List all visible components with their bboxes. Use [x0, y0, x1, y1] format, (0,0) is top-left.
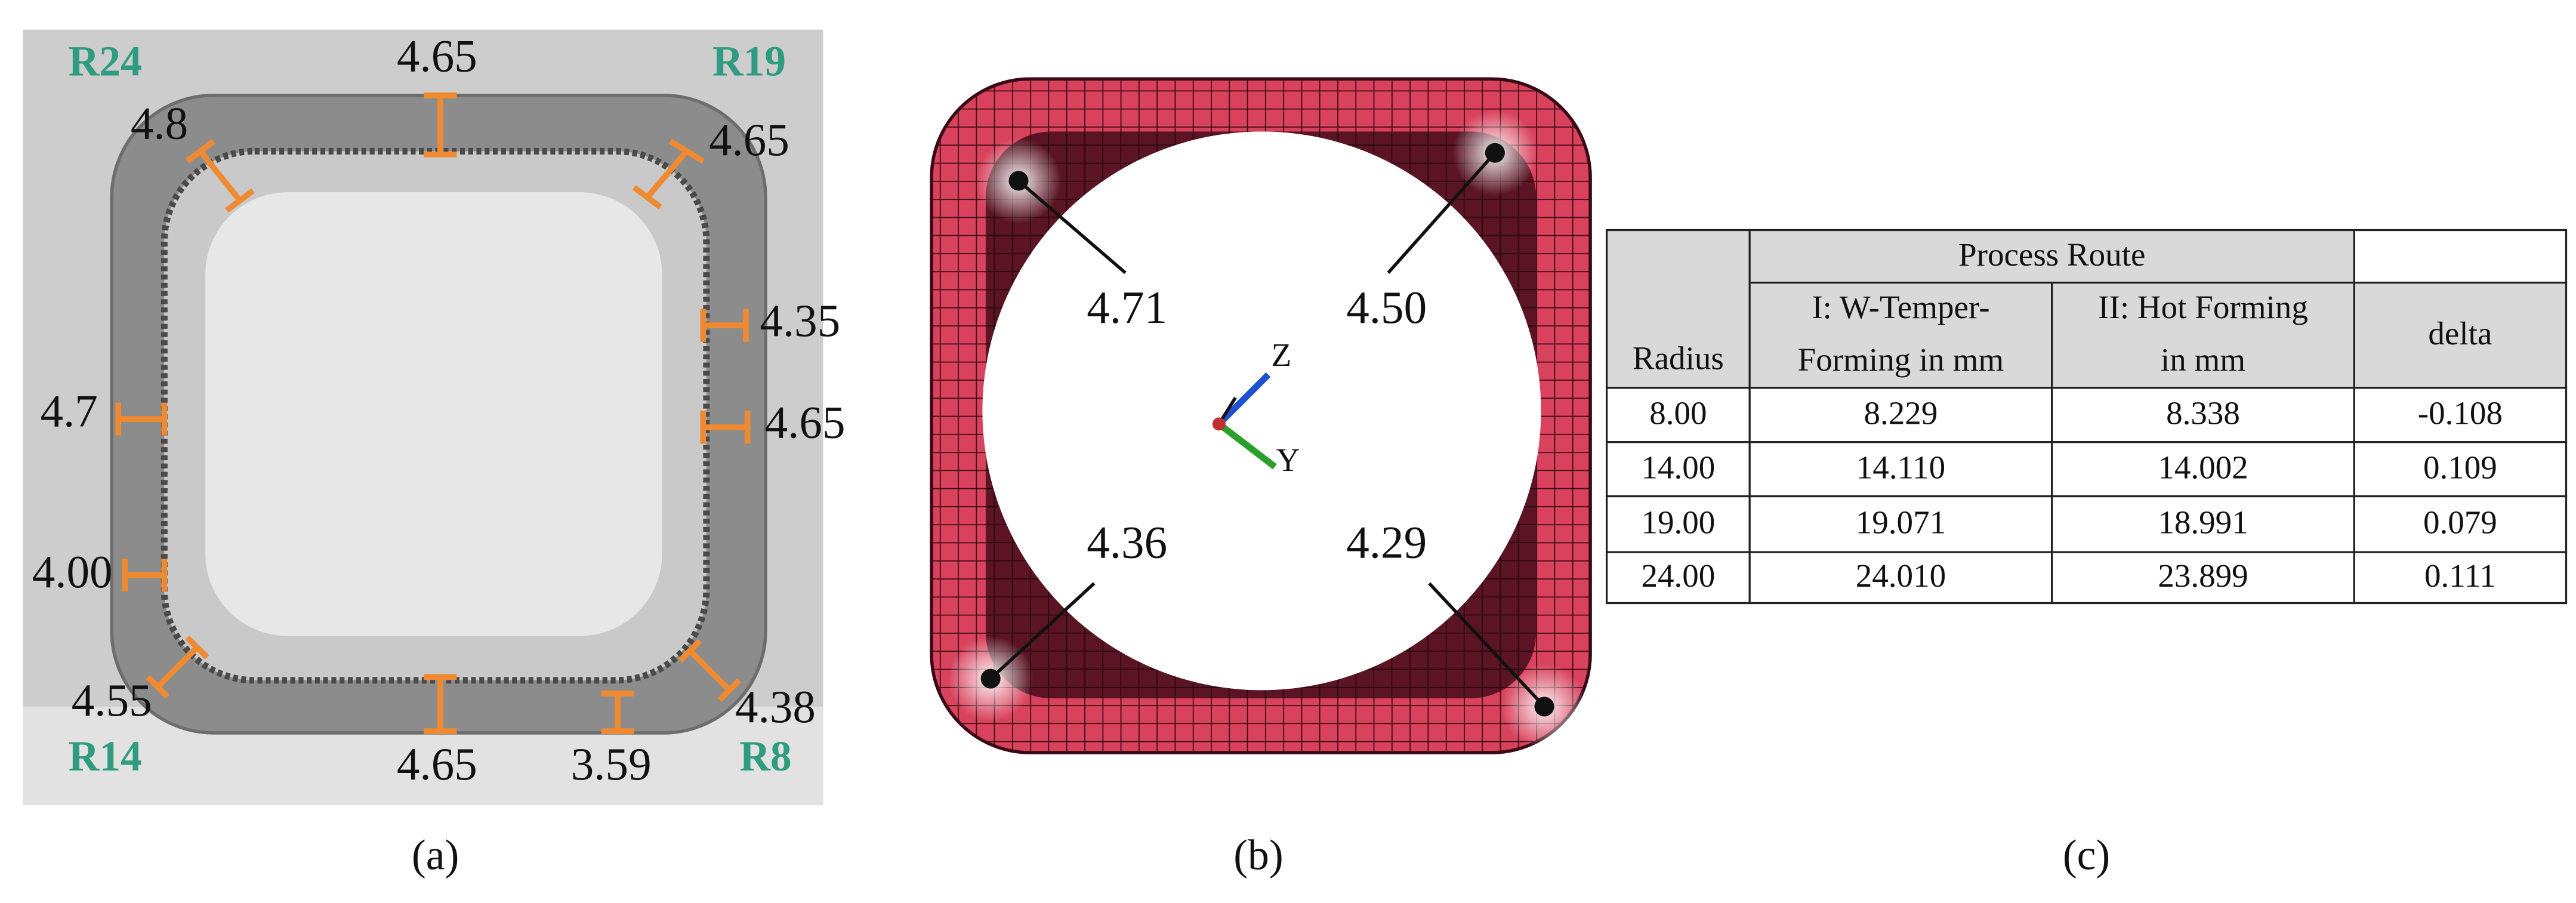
- caption: (c): [2063, 831, 2110, 879]
- cell-text: 0.079: [2423, 504, 2497, 541]
- thickness-label: 4.35: [760, 295, 840, 346]
- radius-label: R24: [69, 38, 142, 85]
- thickness-label: 4.29: [1346, 517, 1427, 568]
- caption: (a): [412, 831, 459, 879]
- thickness-label: 4.71: [1087, 282, 1167, 333]
- cell-text: 14.00: [1641, 449, 1715, 485]
- thickness-label: 4.65: [397, 30, 477, 82]
- column-header: Radius: [1633, 340, 1724, 376]
- cell-text: 24.010: [1856, 557, 1946, 594]
- cell-text: 8.00: [1649, 395, 1707, 432]
- thickness-label: 4.65: [709, 114, 789, 165]
- table-cell: [2353, 551, 2568, 605]
- thickness-label: 4.36: [1087, 517, 1167, 568]
- cell-text: 8.338: [2166, 395, 2240, 432]
- column-header: I: W-Temper-: [1812, 289, 1989, 325]
- cell-text: 14.002: [2158, 449, 2248, 485]
- cell-text: 14.110: [1856, 449, 1945, 485]
- axis-label: Z: [1272, 337, 1292, 373]
- radius-label: R19: [712, 38, 786, 85]
- column-header: II: Hot Forming: [2098, 289, 2308, 325]
- cell-text: 0.109: [2423, 449, 2497, 485]
- mesh-model: [930, 77, 1592, 754]
- table-cell: [2353, 495, 2568, 553]
- column-header: Forming in mm: [1798, 341, 2004, 378]
- thickness-label: 4.38: [735, 681, 816, 732]
- radius-label: R8: [739, 733, 791, 780]
- cell-text: 24.00: [1641, 557, 1715, 594]
- table-cell: [2051, 441, 2355, 498]
- axis-label: Y: [1276, 442, 1300, 478]
- thickness-label: 4.50: [1346, 282, 1427, 333]
- column-header: delta: [2428, 315, 2492, 352]
- table-cell: [1748, 495, 2053, 553]
- cell-text: -0.108: [2418, 395, 2503, 432]
- photo-panel: [23, 29, 823, 806]
- caption: (b): [1233, 831, 1283, 879]
- table-cell: [1748, 387, 2053, 443]
- table-cell: [1605, 387, 1751, 443]
- thickness-label: 4.8: [131, 97, 188, 149]
- table-cell: [1605, 551, 1751, 605]
- cell-text: 0.111: [2424, 557, 2496, 594]
- table-cell: [2051, 387, 2355, 443]
- thickness-label: 4.00: [32, 546, 113, 597]
- cell-text: 19.00: [1641, 504, 1715, 541]
- group-header: Process Route: [1958, 236, 2145, 273]
- table-cell: [2051, 495, 2355, 553]
- table: [1605, 229, 2568, 389]
- thickness-label: 4.65: [765, 397, 846, 448]
- table-cell: [2353, 441, 2568, 498]
- cell-text: 23.899: [2158, 557, 2248, 594]
- cell-text: 18.991: [2158, 504, 2248, 541]
- column-header: in mm: [2161, 341, 2245, 378]
- table-cell: [2353, 387, 2568, 443]
- cell-text: 19.071: [1856, 504, 1946, 541]
- radius-label: R14: [69, 733, 142, 780]
- thickness-label: 4.7: [40, 385, 97, 436]
- thickness-label: 3.59: [571, 738, 652, 790]
- thickness-label: 4.65: [397, 738, 477, 790]
- thickness-label: 4.55: [72, 674, 152, 726]
- cell-text: 8.229: [1864, 395, 1938, 432]
